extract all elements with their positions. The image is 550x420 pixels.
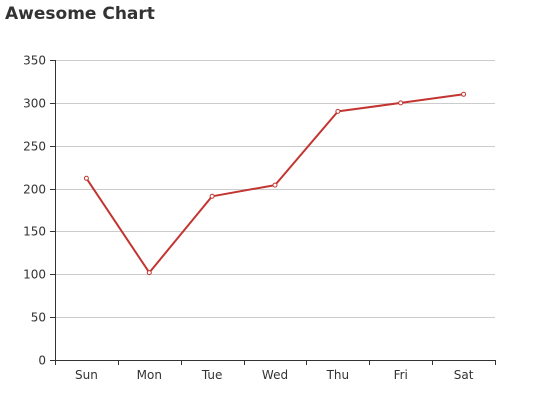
y-tick-label: 150 — [23, 225, 46, 239]
series — [83, 91, 467, 276]
x-tick-label-mon: Mon — [137, 368, 162, 382]
y-tick-label: 100 — [23, 268, 46, 282]
grid-lines — [55, 60, 495, 318]
data-point-mon[interactable] — [146, 270, 152, 276]
x-tick-label-tue: Tue — [201, 368, 223, 382]
x-tick-label-wed: Wed — [262, 368, 288, 382]
y-tick-label: 350 — [23, 54, 46, 68]
x-tick-label-fri: Fri — [394, 368, 408, 382]
y-tick-label: 250 — [23, 140, 46, 154]
data-point-fri[interactable] — [398, 100, 404, 106]
y-tick-label: 0 — [38, 354, 46, 368]
data-point-thu[interactable] — [335, 108, 341, 114]
data-point-tue[interactable] — [209, 193, 215, 199]
x-tick-label-sat: Sat — [454, 368, 474, 382]
y-tick-label: 300 — [23, 97, 46, 111]
x-tick-label-sun: Sun — [75, 368, 98, 382]
chart-title: Awesome Chart — [5, 4, 155, 24]
y-tick-label: 200 — [23, 183, 46, 197]
axes: 0 50 100 150 200 250 300 350 Sun Mon Tue Wed Thu Fri S… — [23, 54, 496, 382]
data-point-sat[interactable] — [461, 91, 467, 97]
data-point-sun[interactable] — [83, 175, 89, 181]
y-tick-label: 50 — [31, 311, 46, 325]
x-tick-label-thu: Thu — [326, 368, 350, 382]
data-point-wed[interactable] — [272, 182, 278, 188]
